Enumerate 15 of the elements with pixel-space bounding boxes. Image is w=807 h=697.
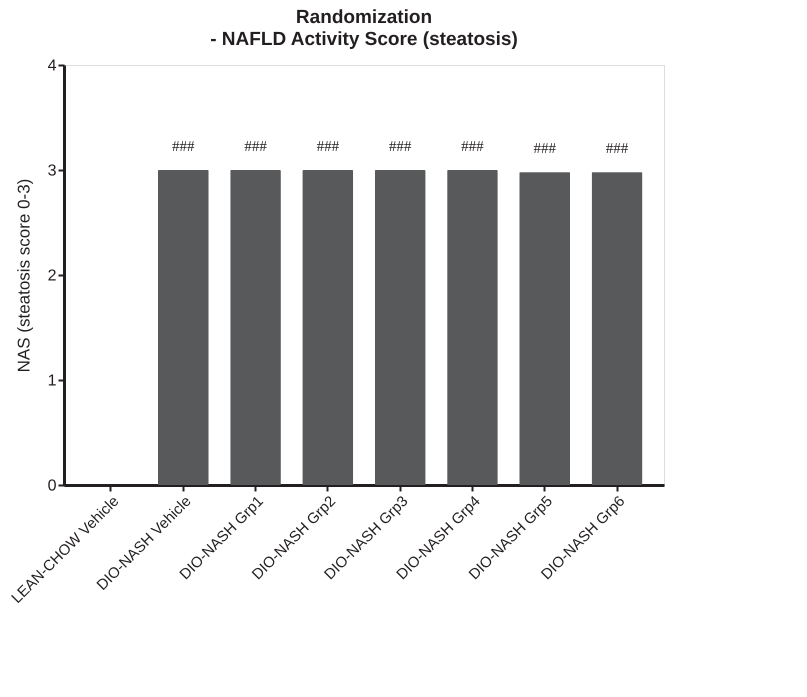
y-tick-label: 3 [48,162,57,180]
annotation: ### [461,139,484,155]
y-tick-label: 0 [48,478,57,494]
y-axis-title: NAS (steatosis score 0-3) [14,178,34,372]
y-tick-label: 1 [48,372,57,390]
chart-subtitle: - NAFLD Activity Score (steatosis) [210,29,518,50]
annotation: ### [172,139,196,155]
chart-title: Randomization [296,7,432,28]
annotation: ### [388,139,412,155]
y-tick-label: 4 [48,58,57,74]
annotation: ### [606,141,629,158]
y-tick-label: 2 [48,268,57,284]
annotation: ### [316,139,340,155]
annotation: ### [533,141,556,158]
annotation: ### [244,139,268,155]
